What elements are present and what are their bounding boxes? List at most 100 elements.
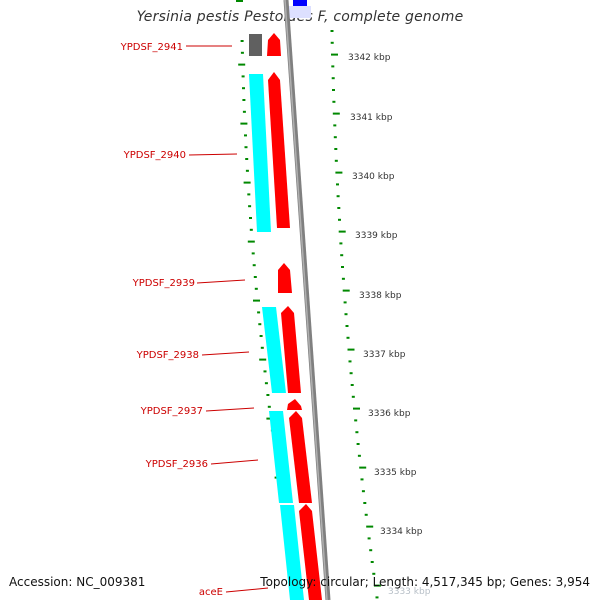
- accession-label: Accession:: [9, 575, 73, 589]
- top-marker: [293, 0, 307, 6]
- inner-tick-minor: [257, 311, 261, 314]
- outer-tick-major: [332, 112, 340, 115]
- genes-value: 3,954: [555, 575, 590, 589]
- inner-tick-minor: [240, 51, 244, 54]
- outer-tick-minor: [343, 301, 347, 304]
- outer-tick-minor: [341, 266, 344, 268]
- outer-tick-minor: [357, 454, 361, 457]
- genome-backbone: [283, 0, 331, 600]
- gene-label[interactable]: YPDSF_2937: [140, 406, 203, 417]
- outer-tick-minor: [331, 77, 335, 80]
- scale-label: 3338 kbp: [359, 291, 402, 301]
- outer-tick-minor: [340, 254, 344, 257]
- scale-label: 3335 kbp: [374, 468, 417, 478]
- scale-label: 3336 kbp: [368, 409, 411, 419]
- inner-tick-minor: [260, 346, 264, 349]
- outer-tick-minor: [344, 313, 348, 316]
- gene-leader-line: [210, 459, 259, 465]
- outer-tick-minor: [349, 372, 353, 375]
- inner-tick-minor: [264, 382, 268, 385]
- outer-tick-minor: [360, 478, 364, 481]
- inner-tick-minor: [244, 134, 247, 137]
- outer-tick-minor: [337, 207, 341, 209]
- gene-leader-line: [205, 407, 255, 412]
- gene-leader-line: [196, 279, 246, 284]
- outer-tick-minor: [332, 89, 335, 91]
- inner-tick-minor: [242, 87, 245, 90]
- outer-tick-minor: [363, 502, 367, 504]
- gene-label[interactable]: aceE: [199, 587, 223, 598]
- scale-label: 3333 kbp: [388, 587, 431, 597]
- cds-feature-acee: [280, 505, 304, 600]
- length-value: 4,517,345 bp: [421, 575, 502, 589]
- outer-tick-major: [338, 230, 346, 233]
- outer-tick-minor: [334, 148, 338, 150]
- inner-tick-minor: [267, 405, 271, 408]
- inner-tick-minor: [249, 228, 253, 231]
- outer-dotted-scale: [330, 30, 381, 599]
- gene-label[interactable]: YPDSF_2938: [136, 350, 199, 361]
- inner-tick-minor: [263, 370, 267, 373]
- outer-tick-minor: [350, 384, 354, 386]
- inner-tick-major: [240, 122, 248, 125]
- outer-tick-minor: [351, 395, 355, 398]
- outer-tick-minor: [339, 242, 343, 245]
- inner-tick-minor: [258, 323, 262, 326]
- outer-tick-minor: [346, 336, 350, 339]
- cds-feature-2938: [262, 307, 286, 393]
- outer-tick-major: [359, 466, 367, 469]
- outer-tick-major: [366, 525, 374, 528]
- gene-label[interactable]: YPDSF_2936: [145, 459, 208, 470]
- gene-leader-line: [188, 153, 238, 156]
- outer-tick-minor: [369, 549, 373, 552]
- gene-arrow-2940: [268, 72, 290, 228]
- scale-label: 3339 kbp: [355, 231, 398, 241]
- outer-tick-minor: [333, 124, 337, 127]
- feature-block-grey: [249, 34, 262, 56]
- outer-tick-minor: [367, 537, 371, 540]
- topology-value: circular: [320, 575, 365, 589]
- outer-tick-minor: [330, 30, 334, 32]
- gene-arrow-2941: [267, 33, 281, 56]
- outer-tick-major: [331, 53, 338, 56]
- inner-tick-major: [238, 63, 246, 66]
- outer-tick-minor: [332, 100, 336, 103]
- outer-tick-minor: [341, 277, 345, 280]
- gene-arrow-2939: [278, 263, 292, 293]
- outer-tick-minor: [336, 183, 339, 186]
- gene-arrow-2938: [281, 306, 301, 393]
- gene-arrow-2936: [289, 411, 312, 503]
- inner-tick-minor: [247, 193, 251, 196]
- outer-tick-major: [335, 171, 343, 174]
- scale-label: 3342 kbp: [348, 53, 391, 63]
- inner-tick-major: [243, 181, 251, 184]
- top-left-tick: [236, 0, 243, 2]
- outer-tick-minor: [372, 572, 376, 575]
- outer-tick-minor: [354, 419, 358, 422]
- gene-arrow-2937: [287, 399, 302, 410]
- gene-labels: YPDSF_2941 YPDSF_2940 YPDSF_2939 YPDSF_2…: [120, 42, 269, 598]
- outer-tick-major: [353, 407, 360, 410]
- outer-tick-major: [347, 348, 355, 351]
- inner-tick-minor: [244, 146, 248, 149]
- inner-tick-minor: [266, 394, 270, 396]
- gene-leader-line: [225, 587, 269, 593]
- inner-tick-minor: [245, 169, 249, 172]
- accession-value: NC_009381: [76, 575, 146, 589]
- outer-tick-minor: [364, 513, 368, 516]
- scale-label: 3337 kbp: [363, 350, 406, 360]
- outer-tick-minor: [356, 443, 360, 445]
- gene-label[interactable]: YPDSF_2941: [120, 42, 183, 53]
- inner-tick-minor: [242, 110, 246, 113]
- inner-tick-minor: [254, 287, 258, 290]
- outer-tick-major: [373, 584, 381, 587]
- top-marker-halo: [289, 6, 311, 18]
- inner-tick-minor: [248, 205, 252, 208]
- cds-feature-2936: [269, 411, 293, 503]
- inner-tick-major: [247, 240, 255, 243]
- gene-label[interactable]: YPDSF_2940: [123, 150, 186, 161]
- scale-label: 3340 kbp: [352, 172, 395, 182]
- gene-label[interactable]: YPDSF_2939: [132, 278, 195, 289]
- outer-tick-major: [342, 289, 350, 292]
